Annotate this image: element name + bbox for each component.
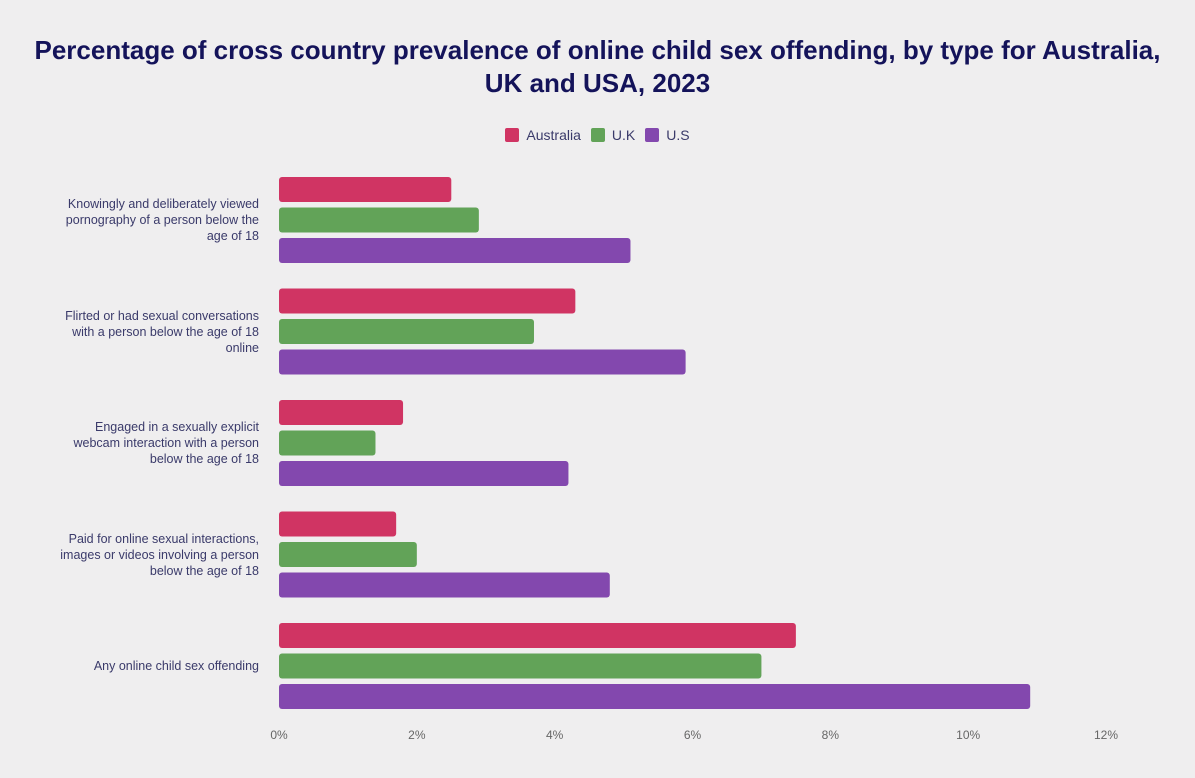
x-tick-label: 6% — [684, 728, 702, 742]
x-tick-label: 4% — [546, 728, 564, 742]
bar — [279, 400, 404, 425]
category-label: Knowingly and deliberately viewed pornog… — [65, 197, 259, 243]
bar — [279, 238, 631, 263]
category-label: Any online child sex offending — [93, 659, 259, 673]
category-label: Engaged in a sexually explicit webcam in… — [73, 420, 259, 466]
bar — [279, 623, 796, 648]
bar — [279, 461, 569, 486]
legend-swatch — [505, 128, 520, 142]
bar — [279, 177, 452, 202]
bar — [279, 430, 376, 456]
category-label: Flirted or had sexual conversations with… — [65, 308, 259, 355]
x-tick-label: 8% — [822, 728, 840, 742]
bar — [279, 207, 479, 233]
bar — [279, 288, 576, 314]
legend-item: U.S — [645, 127, 690, 143]
bar — [279, 319, 534, 344]
legend: Australia U.K U.S — [0, 127, 1195, 143]
bar — [279, 684, 1031, 709]
legend-label: Australia — [526, 127, 581, 143]
bar — [279, 572, 610, 598]
legend-swatch — [645, 128, 660, 142]
legend-item: U.K — [590, 127, 636, 143]
x-tick-label: 2% — [408, 728, 426, 742]
x-tick-label: 10% — [956, 728, 980, 742]
bar — [279, 542, 417, 567]
chart-title: Percentage of cross country prevalence o… — [34, 35, 1161, 98]
bar — [279, 511, 397, 537]
legend-swatch — [590, 128, 605, 142]
legend-label: U.K — [611, 127, 636, 143]
category-label: Paid for online sexual interactions, ima… — [60, 531, 259, 578]
legend-label: U.S — [666, 127, 690, 143]
bar — [279, 653, 762, 679]
x-tick-label: 0% — [270, 728, 288, 742]
legend-item: Australia — [505, 127, 581, 143]
x-tick-label: 12% — [1094, 728, 1118, 742]
bar — [279, 349, 686, 375]
